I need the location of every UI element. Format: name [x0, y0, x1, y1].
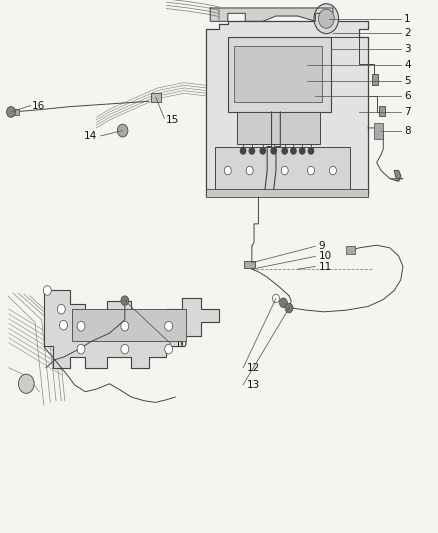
Circle shape	[121, 321, 129, 331]
Text: 3: 3	[404, 44, 411, 54]
Circle shape	[271, 148, 276, 154]
Circle shape	[300, 148, 305, 154]
Text: 1: 1	[404, 14, 411, 23]
Polygon shape	[44, 290, 219, 368]
Circle shape	[246, 166, 253, 175]
Circle shape	[43, 286, 51, 295]
Text: 7: 7	[404, 107, 411, 117]
Circle shape	[281, 166, 288, 175]
Circle shape	[291, 148, 296, 154]
Text: 14: 14	[84, 131, 97, 141]
Circle shape	[314, 4, 339, 34]
Circle shape	[307, 166, 314, 175]
Text: 10: 10	[319, 252, 332, 261]
Text: 13: 13	[247, 380, 260, 390]
Text: 15: 15	[166, 115, 179, 125]
Bar	[234, 46, 322, 102]
Circle shape	[18, 374, 34, 393]
Bar	[206, 189, 368, 197]
Circle shape	[308, 148, 314, 154]
Circle shape	[57, 304, 65, 314]
Text: 2: 2	[404, 28, 411, 38]
Circle shape	[121, 344, 129, 354]
Text: 6: 6	[404, 91, 411, 101]
Circle shape	[272, 294, 279, 303]
Bar	[151, 93, 161, 102]
Circle shape	[329, 166, 336, 175]
Bar	[372, 74, 378, 85]
Circle shape	[77, 321, 85, 331]
Circle shape	[165, 321, 173, 331]
Text: 5: 5	[404, 76, 411, 86]
Circle shape	[77, 344, 85, 354]
Circle shape	[117, 124, 128, 137]
Circle shape	[279, 298, 287, 308]
Text: 10: 10	[174, 339, 187, 349]
Circle shape	[7, 107, 15, 117]
Bar	[346, 246, 355, 254]
Text: 9: 9	[319, 241, 325, 251]
Text: 11: 11	[319, 262, 332, 271]
Bar	[237, 112, 320, 144]
Bar	[244, 261, 255, 268]
Bar	[215, 147, 350, 195]
Circle shape	[60, 320, 67, 330]
Polygon shape	[206, 21, 368, 195]
Circle shape	[285, 303, 293, 313]
Circle shape	[224, 166, 231, 175]
Text: 8: 8	[404, 126, 411, 135]
Circle shape	[260, 148, 265, 154]
Text: 16: 16	[32, 101, 45, 110]
Bar	[72, 309, 186, 341]
Circle shape	[249, 148, 254, 154]
Text: 12: 12	[247, 363, 260, 373]
Text: 4: 4	[404, 60, 411, 70]
Bar	[379, 106, 385, 116]
Circle shape	[318, 9, 334, 28]
Polygon shape	[390, 171, 403, 181]
Bar	[228, 37, 331, 112]
Polygon shape	[210, 8, 333, 21]
Bar	[11, 109, 19, 115]
Bar	[374, 123, 383, 139]
Circle shape	[165, 344, 173, 354]
Circle shape	[240, 148, 246, 154]
Circle shape	[282, 148, 287, 154]
Circle shape	[121, 296, 129, 305]
